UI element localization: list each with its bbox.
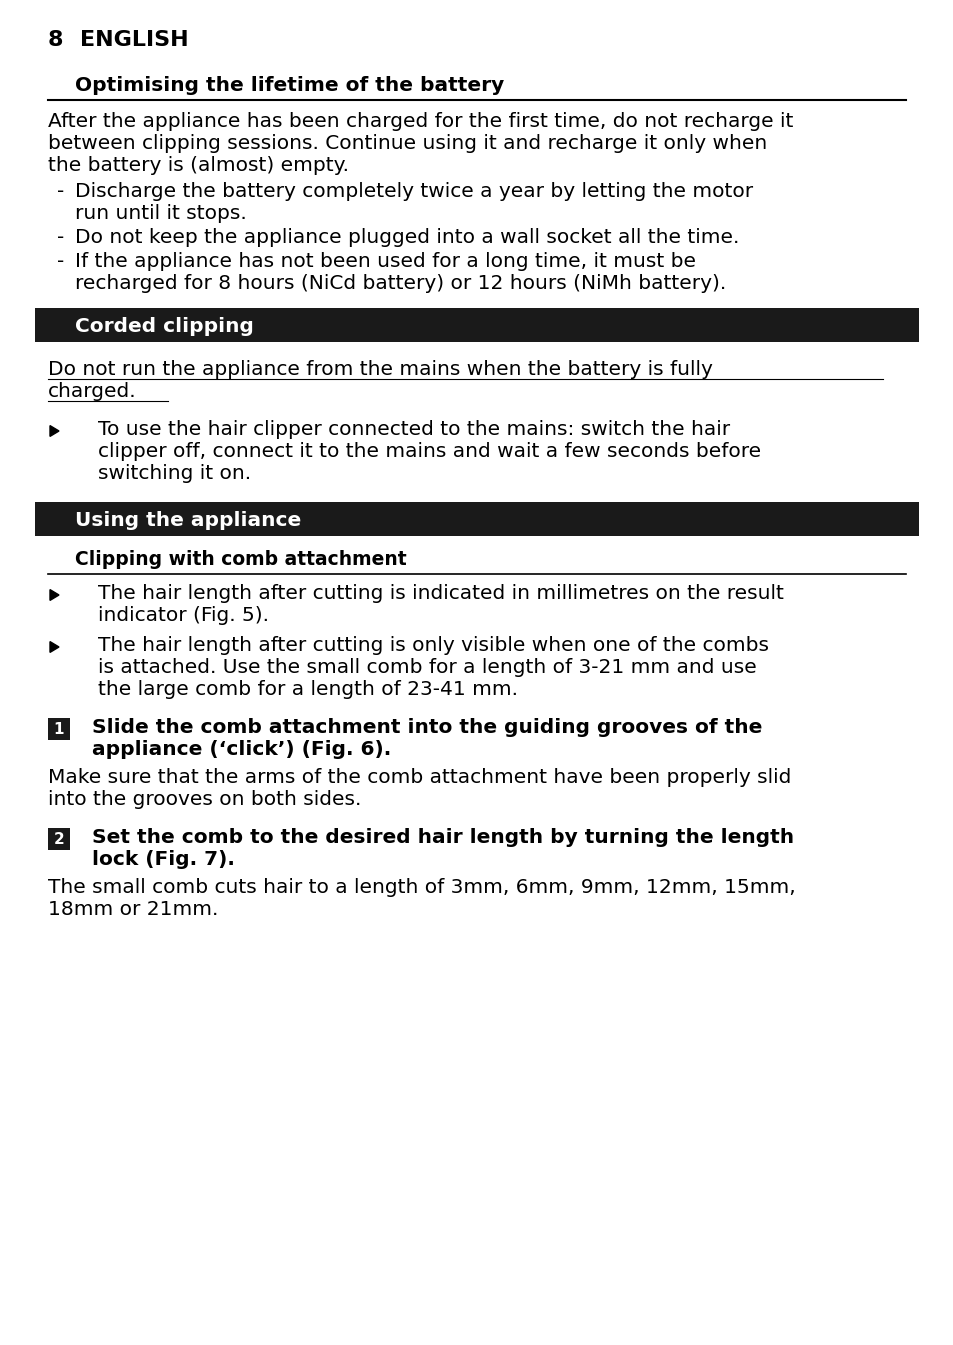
Text: Slide the comb attachment into the guiding grooves of the: Slide the comb attachment into the guidi… [91, 718, 761, 737]
Text: recharged for 8 hours (NiCd battery) or 12 hours (NiMh battery).: recharged for 8 hours (NiCd battery) or … [75, 274, 725, 293]
Text: -: - [57, 182, 64, 200]
Text: Do not run the appliance from the mains when the battery is fully: Do not run the appliance from the mains … [48, 360, 712, 379]
Polygon shape [50, 589, 59, 600]
Text: 1: 1 [53, 721, 64, 737]
Text: 18mm or 21mm.: 18mm or 21mm. [48, 900, 218, 919]
Text: Make sure that the arms of the comb attachment have been properly slid: Make sure that the arms of the comb atta… [48, 768, 791, 787]
Text: -: - [57, 229, 64, 247]
Text: lock (Fig. 7).: lock (Fig. 7). [91, 850, 234, 869]
Text: To use the hair clipper connected to the mains: switch the hair: To use the hair clipper connected to the… [98, 420, 729, 438]
Text: Set the comb to the desired hair length by turning the length: Set the comb to the desired hair length … [91, 829, 793, 847]
Text: run until it stops.: run until it stops. [75, 204, 247, 223]
Text: between clipping sessions. Continue using it and recharge it only when: between clipping sessions. Continue usin… [48, 134, 766, 153]
Text: the large comb for a length of 23-41 mm.: the large comb for a length of 23-41 mm. [98, 681, 517, 699]
Text: The small comb cuts hair to a length of 3mm, 6mm, 9mm, 12mm, 15mm,: The small comb cuts hair to a length of … [48, 878, 795, 897]
Text: Clipping with comb attachment: Clipping with comb attachment [75, 550, 406, 569]
Bar [35, 308, 918, 342]
Text: Do not keep the appliance plugged into a wall socket all the time.: Do not keep the appliance plugged into a… [75, 229, 739, 247]
Text: 8: 8 [48, 30, 64, 50]
Bar [48, 829, 70, 850]
Text: is attached. Use the small comb for a length of 3-21 mm and use: is attached. Use the small comb for a le… [98, 658, 756, 677]
Text: The hair length after cutting is only visible when one of the combs: The hair length after cutting is only vi… [98, 636, 768, 655]
Text: Using the appliance: Using the appliance [75, 511, 301, 530]
Text: If the appliance has not been used for a long time, it must be: If the appliance has not been used for a… [75, 252, 696, 270]
Text: into the grooves on both sides.: into the grooves on both sides. [48, 790, 361, 808]
Text: switching it on.: switching it on. [98, 464, 251, 483]
Text: indicator (Fig. 5).: indicator (Fig. 5). [98, 607, 269, 625]
Text: After the appliance has been charged for the first time, do not recharge it: After the appliance has been charged for… [48, 112, 793, 130]
Text: ENGLISH: ENGLISH [80, 30, 189, 50]
Text: Discharge the battery completely twice a year by letting the motor: Discharge the battery completely twice a… [75, 182, 752, 200]
Text: 2: 2 [53, 831, 64, 846]
Polygon shape [50, 425, 59, 436]
Polygon shape [50, 642, 59, 652]
Text: -: - [57, 252, 64, 270]
Text: appliance (‘click’) (Fig. 6).: appliance (‘click’) (Fig. 6). [91, 740, 391, 759]
Text: The hair length after cutting is indicated in millimetres on the result: The hair length after cutting is indicat… [98, 584, 783, 603]
Text: Corded clipping: Corded clipping [75, 316, 253, 335]
Text: the battery is (almost) empty.: the battery is (almost) empty. [48, 156, 349, 175]
Text: clipper off, connect it to the mains and wait a few seconds before: clipper off, connect it to the mains and… [98, 443, 760, 461]
Bar [48, 718, 70, 740]
Text: Optimising the lifetime of the battery: Optimising the lifetime of the battery [75, 77, 504, 95]
Bar [35, 502, 918, 537]
Text: charged.: charged. [48, 382, 136, 401]
